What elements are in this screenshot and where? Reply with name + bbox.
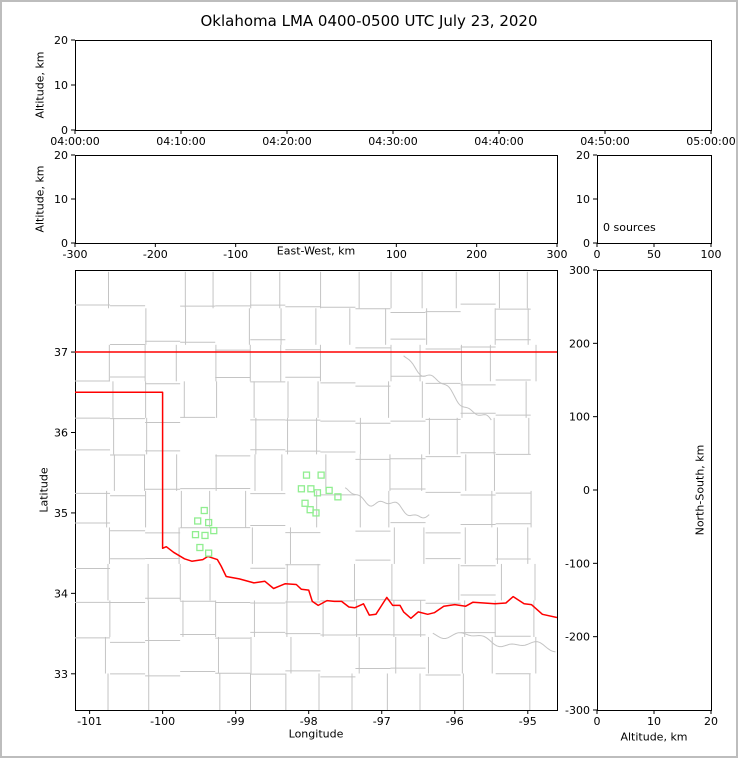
x-tick-label: 04:00:00 <box>50 135 99 148</box>
y-tick-label: 20 <box>576 149 590 162</box>
ew-height-xlabel: East-West, km <box>276 244 356 258</box>
lma-station-marker <box>191 530 200 539</box>
y-tick-label: 10 <box>54 193 68 206</box>
y-tick-label: 200 <box>569 337 590 350</box>
x-tick-label: 10 <box>647 715 661 728</box>
x-tick-label: 05:00:00 <box>686 135 735 148</box>
x-tick-label: -100 <box>150 715 175 728</box>
x-tick-label: 04:10:00 <box>156 135 205 148</box>
oklahoma-state-border <box>75 351 557 620</box>
river-boundary <box>403 355 492 421</box>
y-tick-label: 10 <box>54 79 68 92</box>
lma-stations <box>191 471 342 557</box>
lma-station-marker <box>312 509 320 517</box>
ew-height-frame <box>75 155 558 244</box>
y-tick-label: 300 <box>569 264 590 277</box>
lma-station-marker <box>210 526 218 535</box>
x-tick-label: 04:20:00 <box>262 135 311 148</box>
time-height-ylabel: Altitude, km <box>33 51 47 119</box>
x-tick-label: 0 <box>594 715 601 728</box>
lma-station-marker <box>301 499 309 507</box>
x-tick-label: -100 <box>223 248 248 261</box>
lma-station-marker <box>194 517 202 525</box>
lma-station-marker <box>200 506 208 515</box>
y-tick-label: 34 <box>54 587 68 600</box>
ns-height-ylabel: North-South, km <box>693 444 707 536</box>
x-tick-label: -200 <box>143 248 168 261</box>
y-tick-label: 35 <box>54 507 68 520</box>
x-tick-label: 100 <box>701 248 722 261</box>
river-boundary <box>432 632 556 653</box>
plan-view-map <box>75 271 557 710</box>
source-count-annotation: 0 sources <box>603 221 656 234</box>
x-tick-label: 0 <box>594 248 601 261</box>
lma-station-marker <box>302 471 311 479</box>
x-tick-label: -101 <box>77 715 102 728</box>
lma-station-marker <box>306 506 314 514</box>
time-height-frame <box>75 40 712 131</box>
lma-station-marker <box>204 549 213 557</box>
lma-station-marker <box>325 486 333 495</box>
x-tick-label: -300 <box>63 248 88 261</box>
y-tick-label: 0 <box>583 484 590 497</box>
ew-height-ylabel: Altitude, km <box>33 165 47 233</box>
plan-view-ylabel: Latitude <box>37 467 51 513</box>
y-tick-label: -300 <box>565 704 590 717</box>
x-tick-label: -99 <box>227 715 245 728</box>
y-tick-label: 20 <box>54 149 68 162</box>
plan-view-xlabel: Longitude <box>288 727 344 741</box>
y-tick-label: 0 <box>61 237 68 250</box>
lma-station-marker <box>201 531 209 540</box>
lma-station-marker <box>196 543 204 552</box>
lma-station-marker <box>297 485 306 493</box>
x-tick-label: 04:40:00 <box>474 135 523 148</box>
y-tick-label: 0 <box>61 124 68 137</box>
x-tick-label: 300 <box>547 248 568 261</box>
y-tick-label: 10 <box>576 193 590 206</box>
lma-station-marker <box>334 493 342 501</box>
x-tick-label: 04:50:00 <box>580 135 629 148</box>
x-tick-label: -96 <box>446 715 464 728</box>
x-tick-label: -97 <box>373 715 391 728</box>
y-tick-label: 37 <box>54 346 68 359</box>
y-tick-label: 33 <box>54 668 68 681</box>
y-tick-label: 20 <box>54 34 68 47</box>
x-tick-label: 100 <box>386 248 407 261</box>
county-boundaries <box>75 271 556 710</box>
state-border-west-and-red-river <box>75 391 557 620</box>
lma-station-marker <box>307 485 315 493</box>
x-tick-label: 200 <box>466 248 487 261</box>
x-tick-label: -95 <box>519 715 537 728</box>
x-tick-label: 50 <box>647 248 661 261</box>
x-tick-label: 04:30:00 <box>368 135 417 148</box>
y-tick-label: 36 <box>54 426 68 439</box>
lma-station-marker <box>313 489 322 497</box>
x-tick-label: -98 <box>300 715 318 728</box>
figure-title: Oklahoma LMA 0400-0500 UTC July 23, 2020 <box>200 12 538 30</box>
x-tick-label: 20 <box>704 715 718 728</box>
y-tick-label: -200 <box>565 631 590 644</box>
plan-view-frame <box>75 270 558 711</box>
y-tick-label: 100 <box>569 411 590 424</box>
river-boundary <box>344 487 430 519</box>
lma-station-marker <box>317 471 325 479</box>
ns-height-xlabel: Altitude, km <box>620 730 688 744</box>
y-tick-label: 0 <box>583 237 590 250</box>
y-tick-label: -100 <box>565 557 590 570</box>
lma-station-marker <box>204 518 213 527</box>
